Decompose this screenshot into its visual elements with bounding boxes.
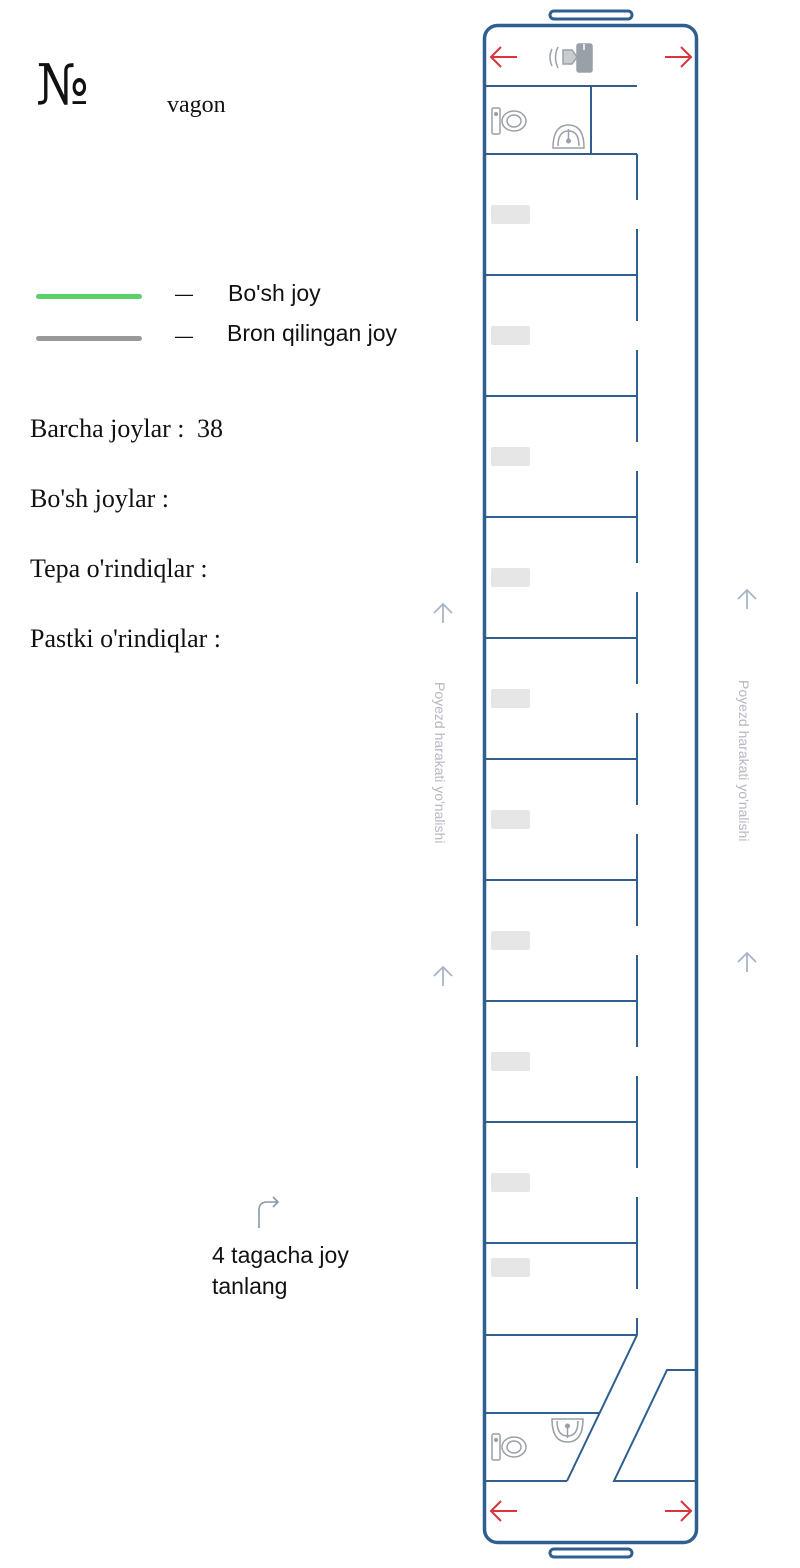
legend-booked-dash: —	[175, 326, 193, 346]
legend-booked-label: Bron qilingan joy	[227, 320, 398, 346]
direction-arrow-icon	[433, 602, 453, 623]
direction-arrow-icon	[433, 965, 453, 986]
seat-placeholder[interactable]	[491, 326, 530, 345]
legend-booked-swatch	[36, 336, 142, 341]
wagon-number-sign: №	[36, 53, 89, 118]
stat-upper: Tepa o'rindiqlar :	[30, 554, 208, 583]
exit-arrow-icon	[489, 46, 517, 68]
direction-arrow-icon	[737, 951, 757, 972]
legend-free-label: Bo'sh joy	[228, 280, 321, 306]
seat-placeholder[interactable]	[491, 931, 530, 950]
toilet-icon	[491, 1433, 527, 1461]
legend-free-swatch	[36, 294, 142, 299]
seat-placeholder[interactable]	[491, 810, 530, 829]
turn-arrow-icon	[258, 1196, 280, 1228]
direction-label-left: Poyezd harakati yo'nalishi	[432, 682, 448, 844]
direction-arrow-icon	[737, 588, 757, 609]
seat-placeholder[interactable]	[491, 689, 530, 708]
wagon-body	[482, 23, 699, 1545]
toilet-icon	[491, 107, 527, 135]
seat-placeholder[interactable]	[491, 447, 530, 466]
select-hint-line2: tanlang	[212, 1273, 288, 1299]
stat-total: Barcha joylar : 38	[30, 414, 223, 444]
stat-free: Bo'sh joylar :	[30, 484, 170, 513]
stat-total-label: Barcha joylar :	[30, 414, 185, 443]
exit-arrow-icon	[665, 1500, 693, 1522]
sink-icon	[552, 124, 585, 149]
seat-placeholder[interactable]	[491, 1173, 530, 1192]
legend-free-dash: —	[175, 284, 193, 304]
wagon-label: vagon	[167, 92, 226, 118]
stat-total-value: 38	[197, 414, 223, 443]
seat-placeholder[interactable]	[491, 1052, 530, 1071]
stat-lower: Pastki o'rindiqlar :	[30, 624, 222, 653]
seat-placeholder[interactable]	[491, 1258, 530, 1277]
seat-placeholder[interactable]	[491, 205, 530, 224]
exit-arrow-icon	[665, 46, 693, 68]
coupler-top	[548, 9, 634, 21]
select-hint-line1: 4 tagacha joy	[212, 1242, 349, 1268]
sink-icon	[551, 1418, 584, 1443]
select-hint: 4 tagacha joy tanlang	[212, 1240, 412, 1302]
seat-placeholder[interactable]	[491, 568, 530, 587]
coupler-bottom	[548, 1547, 634, 1559]
exit-arrow-icon	[489, 1500, 517, 1522]
direction-label-right: Poyezd harakati yo'nalishi	[736, 680, 752, 842]
samovar-icon	[549, 43, 593, 73]
